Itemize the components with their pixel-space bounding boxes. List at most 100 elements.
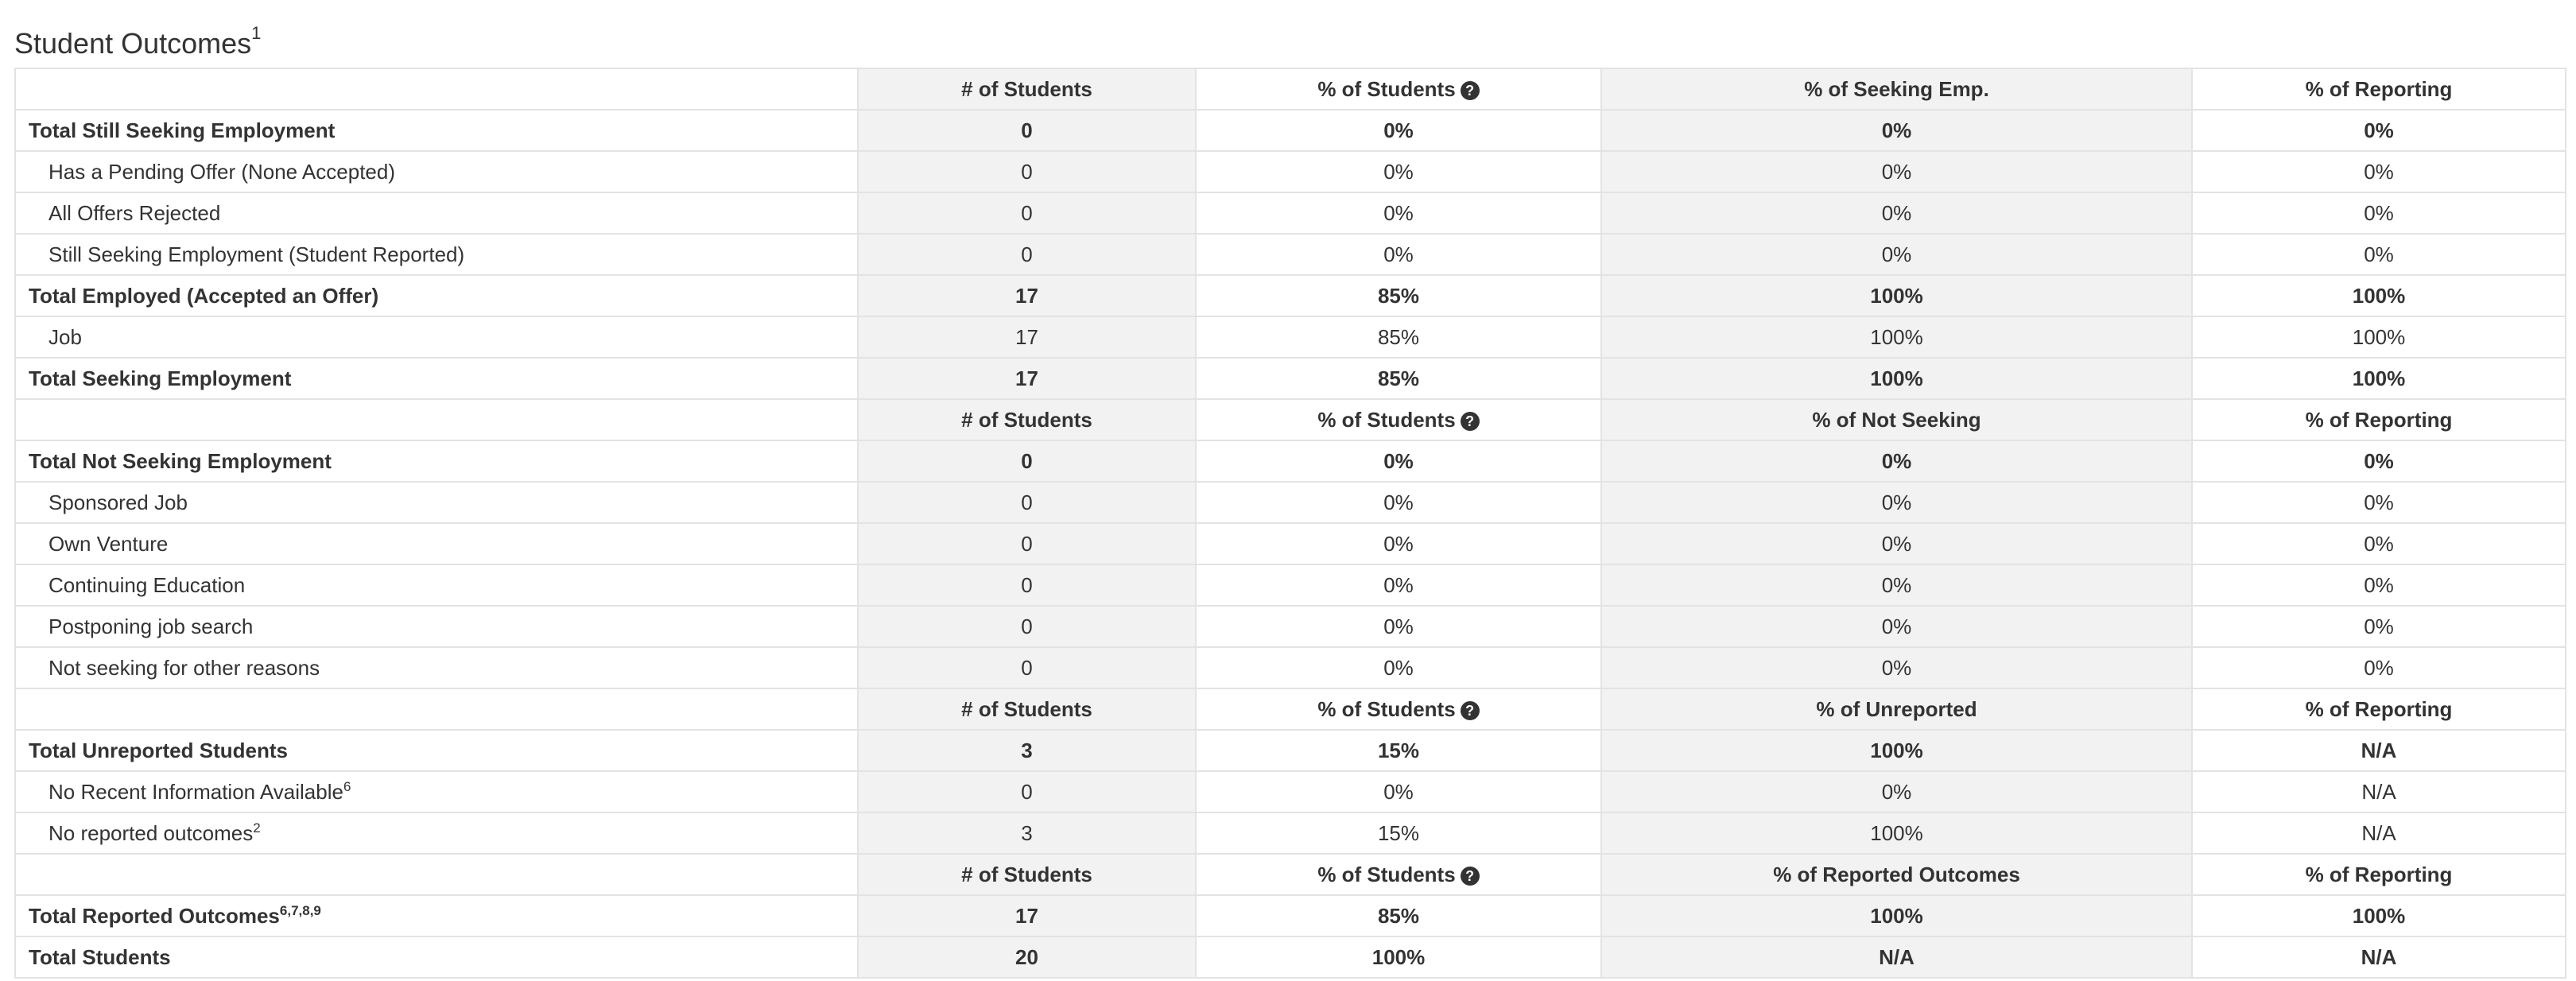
- value-cell-text: 20: [1015, 944, 1038, 969]
- row-label-text: All Offers Rejected: [48, 200, 221, 225]
- value-cell-text: 0%: [2364, 448, 2394, 473]
- column-header: # of Students: [857, 688, 1197, 731]
- value-cell-text: 0: [1021, 614, 1033, 638]
- value-cell-text: 100%: [1870, 366, 1923, 390]
- column-header-text: % of Reporting: [2305, 407, 2453, 432]
- row-label: Still Seeking Employment (Student Report…: [14, 233, 859, 276]
- row-label-text: No reported outcomes: [48, 821, 254, 845]
- value-cell-text: 85%: [1377, 366, 1420, 390]
- column-header: % of Students?: [1195, 398, 1602, 441]
- value-cell-text: 0%: [1881, 779, 1912, 804]
- table-row: No Recent Information Available6 0 0% 0% N/A: [14, 770, 2566, 813]
- value-cell-text: 0%: [1383, 490, 1414, 514]
- value-cell: 17: [857, 274, 1197, 317]
- value-cell: 17: [857, 316, 1197, 359]
- row-label: Sponsored Job: [14, 481, 859, 524]
- value-cell-text: 0%: [1383, 242, 1414, 266]
- row-label: Own Venture: [14, 522, 859, 565]
- value-cell: 0%: [1600, 770, 2193, 813]
- value-cell: 0%: [1195, 109, 1602, 152]
- question-circle-icon[interactable]: ?: [1460, 411, 1480, 431]
- row-label-text: Total Still Seeking Employment: [29, 118, 336, 142]
- value-cell-text: 100%: [1870, 820, 1923, 845]
- column-header-text: % of Reporting: [2305, 862, 2453, 886]
- value-cell-text: 17: [1015, 903, 1038, 928]
- column-header-text: % of Seeking Emp.: [1804, 76, 1989, 101]
- row-label: Total Seeking Employment: [14, 357, 859, 400]
- row-label: All Offers Rejected: [14, 192, 859, 235]
- value-cell-text: 100%: [2352, 324, 2406, 349]
- page-title-text: Student Outcomes: [14, 27, 252, 60]
- table-row: Postponing job search 0 0% 0% 0%: [14, 605, 2566, 648]
- value-cell-text: 15%: [1377, 820, 1420, 845]
- row-label-footnote: 6: [343, 779, 351, 794]
- value-cell-text: 0%: [1383, 572, 1414, 597]
- value-cell: 85%: [1195, 357, 1602, 400]
- value-cell-text: 100%: [1870, 738, 1923, 762]
- value-cell-text: 0%: [2364, 118, 2394, 142]
- value-cell-text: 0%: [1383, 655, 1414, 680]
- question-circle-icon[interactable]: ?: [1460, 700, 1480, 720]
- value-cell-text: 100%: [2352, 283, 2406, 308]
- value-cell: 0: [857, 150, 1197, 193]
- value-cell-text: 0: [1021, 448, 1033, 473]
- value-cell: 0: [857, 109, 1197, 152]
- value-cell-text: 0%: [2364, 200, 2394, 225]
- table-row: Sponsored Job 0 0% 0% 0%: [14, 481, 2566, 524]
- value-cell-text: 0%: [2364, 531, 2394, 556]
- column-header-row: # of Students % of Students? % of Reported…: [14, 853, 2566, 896]
- column-header-text: # of Students: [961, 862, 1092, 886]
- value-cell: 100%: [2191, 894, 2566, 937]
- value-cell-text: 17: [1015, 283, 1038, 308]
- value-cell-text: 100%: [1371, 944, 1426, 969]
- row-label: Continuing Education: [14, 564, 859, 607]
- value-cell: 0: [857, 646, 1197, 689]
- row-label: Postponing job search: [14, 605, 859, 648]
- value-cell: 0%: [1600, 522, 2193, 565]
- value-cell-text: 0: [1021, 242, 1033, 266]
- value-cell-text: N/A: [2361, 779, 2396, 804]
- value-cell: 0%: [1600, 233, 2193, 276]
- value-cell: 0%: [1600, 564, 2193, 607]
- row-label: Total Unreported Students: [14, 729, 859, 772]
- value-cell-text: 85%: [1377, 903, 1420, 928]
- value-cell: 0%: [1600, 109, 2193, 152]
- value-cell: 0%: [1600, 192, 2193, 235]
- table-row: Total Still Seeking Employment 0 0% 0% 0%: [14, 109, 2566, 152]
- header-label-cell: [14, 68, 859, 111]
- value-cell: 0%: [1195, 192, 1602, 235]
- table-row: Not seeking for other reasons 0 0% 0% 0%: [14, 646, 2566, 689]
- value-cell-text: 15%: [1377, 738, 1420, 762]
- value-cell-text: 0%: [1383, 614, 1414, 638]
- row-label-text: Has a Pending Offer (None Accepted): [48, 159, 395, 184]
- value-cell-text: 0%: [2364, 159, 2394, 184]
- value-cell: 20: [857, 936, 1197, 979]
- value-cell: 0%: [1195, 481, 1602, 524]
- student-outcomes-table: # of Students % of Students? % of Seeking …: [14, 68, 2566, 979]
- row-label: No Recent Information Available6: [14, 770, 859, 813]
- question-circle-icon[interactable]: ?: [1460, 80, 1480, 100]
- row-label-footnote: 6,7,8,9: [279, 903, 321, 918]
- value-cell: 0%: [1600, 646, 2193, 689]
- question-circle-icon[interactable]: ?: [1460, 866, 1480, 886]
- header-label-cell: [14, 853, 859, 896]
- value-cell: 85%: [1195, 894, 1602, 937]
- value-cell: 0%: [1195, 564, 1602, 607]
- value-cell-text: 100%: [1870, 324, 1923, 349]
- column-header-text: % of Students: [1317, 76, 1456, 101]
- row-label: Has a Pending Offer (None Accepted): [14, 150, 859, 193]
- row-label-text: Own Venture: [48, 531, 169, 556]
- column-header: % of Reporting: [2191, 68, 2566, 111]
- value-cell: 100%: [1600, 894, 2193, 937]
- row-label-text: Total Not Seeking Employment: [29, 448, 332, 473]
- table-row: Total Unreported Students 3 15% 100% N/A: [14, 729, 2566, 772]
- column-header-text: # of Students: [961, 407, 1092, 432]
- value-cell-text: 0: [1021, 572, 1033, 597]
- value-cell: N/A: [2191, 729, 2566, 772]
- page-title: Student Outcomes1: [14, 8, 261, 69]
- value-cell: 0%: [2191, 109, 2566, 152]
- value-cell: 0%: [1195, 150, 1602, 193]
- value-cell: 100%: [2191, 274, 2566, 317]
- table-row: Total Students 20 100% N/A N/A: [14, 936, 2566, 979]
- row-label-text: Total Reported Outcomes: [29, 904, 280, 928]
